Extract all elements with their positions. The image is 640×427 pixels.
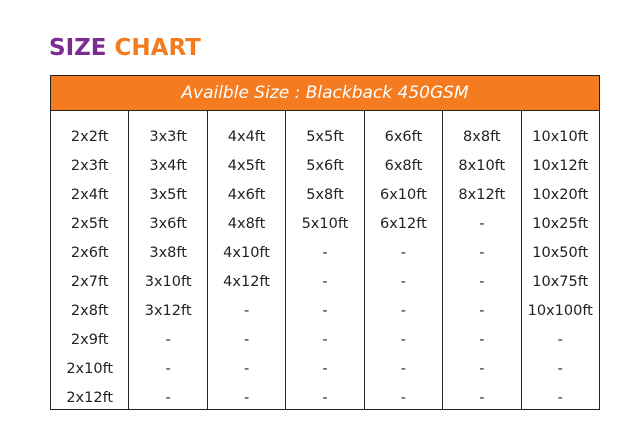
table-cell: 10x75ft: [532, 274, 589, 290]
table-cell: 10x25ft: [532, 216, 589, 232]
table-cell: 3x6ft: [149, 216, 187, 232]
table-cell: 3x8ft: [149, 245, 187, 261]
table-cell: 10x10ft: [532, 129, 589, 145]
table-cell: 4x10ft: [223, 245, 270, 261]
table-cell: 4x4ft: [227, 129, 266, 145]
title-word-size: SIZE: [49, 35, 107, 61]
table-cell: -: [400, 303, 407, 319]
table-cell: 2x10ft: [66, 361, 114, 377]
table-body: 2x2ft 2x3ft 2x4ft 2x5ft 2x6ft 2x7ft 2x8ft 2x9ft…: [51, 111, 599, 409]
table-cell: -: [400, 245, 407, 261]
table-cell: -: [243, 303, 250, 319]
table-cell: 2x12ft: [66, 390, 114, 406]
table-cell: 6x10ft: [380, 187, 427, 203]
table-cell: 10x20ft: [532, 187, 589, 203]
table-cell: 4x5ft: [227, 158, 266, 174]
table-cell: 3x5ft: [149, 187, 187, 203]
table-cell: -: [243, 361, 250, 377]
table-cell: 8x8ft: [463, 129, 501, 145]
table-cell: 5x5ft: [306, 129, 344, 145]
table-column: 4x4ft 4x5ft 4x6ft 4x8ft 4x10ft 4x12ft - - - -: [208, 111, 287, 409]
table-cell: 3x3ft: [149, 129, 187, 145]
table-column: 10x10ft 10x12ft 10x20ft 10x25ft 10x50ft 10x75…: [522, 111, 599, 409]
title-word-chart: CHART: [114, 35, 201, 61]
table-column: 6x6ft 6x8ft 6x10ft 6x12ft - - - - - -: [365, 111, 444, 409]
table-cell: -: [479, 361, 485, 377]
table-column: 8x8ft 8x10ft 8x12ft - - - - - - -: [443, 111, 522, 409]
table-cell: -: [165, 390, 171, 406]
table-cell: 5x8ft: [306, 187, 344, 203]
table-cell: 10x12ft: [532, 158, 589, 174]
page-title: SIZE CHART: [49, 34, 201, 62]
table-cell: 2x2ft: [70, 129, 109, 145]
table-cell: -: [322, 274, 328, 290]
table-cell: 6x12ft: [380, 216, 427, 232]
table-cell: -: [479, 332, 485, 348]
table-column: 2x2ft 2x3ft 2x4ft 2x5ft 2x6ft 2x7ft 2x8ft 2x9ft…: [51, 111, 130, 409]
table-cell: -: [165, 332, 171, 348]
table-cell: 10x50ft: [532, 245, 589, 261]
table-cell: -: [322, 303, 328, 319]
table-cell: 6x6ft: [384, 129, 423, 145]
table-cell: 2x6ft: [70, 245, 109, 261]
table-cell: 6x8ft: [384, 158, 423, 174]
table-header-text: Availble Size : Blackback 450GSM: [181, 83, 469, 103]
table-cell: -: [322, 390, 328, 406]
table-cell: 2x4ft: [70, 187, 109, 203]
table-cell: 2x3ft: [70, 158, 109, 174]
table-cell: -: [400, 361, 407, 377]
table-column: 3x3ft 3x4ft 3x5ft 3x6ft 3x8ft 3x10ft 3x12ft - - -: [129, 111, 208, 409]
table-column: 5x5ft 5x6ft 5x8ft 5x10ft - - - - - -: [286, 111, 365, 409]
table-cell: 4x12ft: [223, 274, 270, 290]
table-cell: 8x12ft: [458, 187, 506, 203]
table-cell: 4x8ft: [227, 216, 266, 232]
table-cell: -: [479, 303, 485, 319]
table-cell: 8x10ft: [458, 158, 506, 174]
table-cell: 3x10ft: [144, 274, 192, 290]
table-cell: -: [479, 390, 485, 406]
table-cell: 2x9ft: [70, 332, 109, 348]
table-cell: 5x6ft: [306, 158, 344, 174]
table-cell: -: [243, 390, 250, 406]
table-cell: -: [322, 361, 328, 377]
table-cell: -: [322, 245, 328, 261]
table-cell: -: [400, 390, 407, 406]
table-cell: -: [400, 332, 407, 348]
table-cell: -: [557, 361, 563, 377]
table-cell: -: [479, 216, 485, 232]
table-cell: 2x8ft: [70, 303, 109, 319]
table-cell: -: [165, 361, 171, 377]
table-cell: 3x12ft: [144, 303, 192, 319]
table-cell: 4x6ft: [227, 187, 266, 203]
table-cell: -: [557, 390, 563, 406]
table-header: Availble Size : Blackback 450GSM: [51, 76, 599, 111]
table-cell: 2x7ft: [70, 274, 109, 290]
table-cell: -: [400, 274, 407, 290]
table-cell: 2x5ft: [70, 216, 109, 232]
table-cell: -: [557, 332, 563, 348]
table-cell: 3x4ft: [149, 158, 187, 174]
table-cell: 5x10ft: [301, 216, 349, 232]
table-cell: -: [243, 332, 250, 348]
table-cell: -: [479, 245, 485, 261]
table-cell: 10x100ft: [527, 303, 593, 319]
size-chart-table: Availble Size : Blackback 450GSM 2x2ft 2x…: [50, 75, 600, 410]
table-cell: -: [479, 274, 485, 290]
table-cell: -: [322, 332, 328, 348]
